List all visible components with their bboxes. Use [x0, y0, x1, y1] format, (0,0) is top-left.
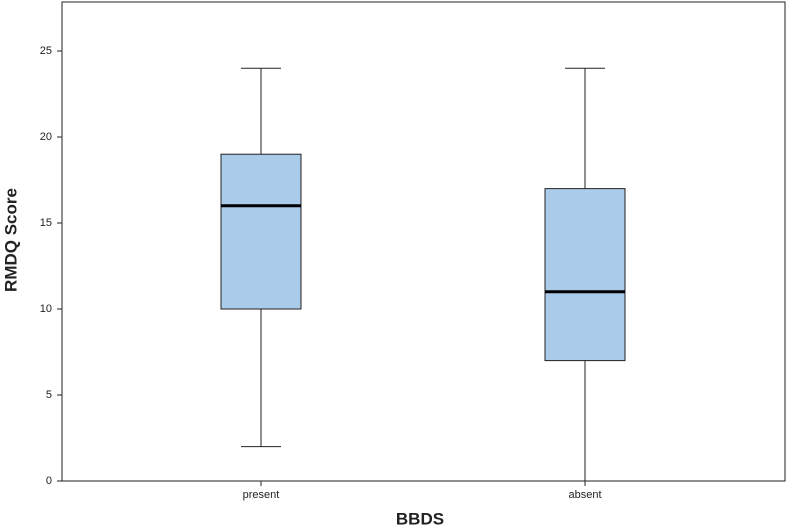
plot-frame — [61, 1, 786, 482]
x-tick-label: present — [243, 489, 280, 501]
box — [220, 153, 302, 310]
box — [544, 188, 626, 362]
y-tick-label: 15 — [40, 217, 52, 229]
y-tick-label: 10 — [40, 303, 52, 315]
x-axis-title: BBDS — [396, 509, 444, 528]
y-tick-label: 5 — [46, 389, 52, 401]
x-tick-label: absent — [568, 489, 601, 501]
y-tick-label: 0 — [46, 475, 52, 487]
y-tick-label: 20 — [40, 131, 52, 143]
y-axis-title: RMDQ Score — [1, 188, 20, 292]
y-tick-label: 25 — [40, 45, 52, 57]
